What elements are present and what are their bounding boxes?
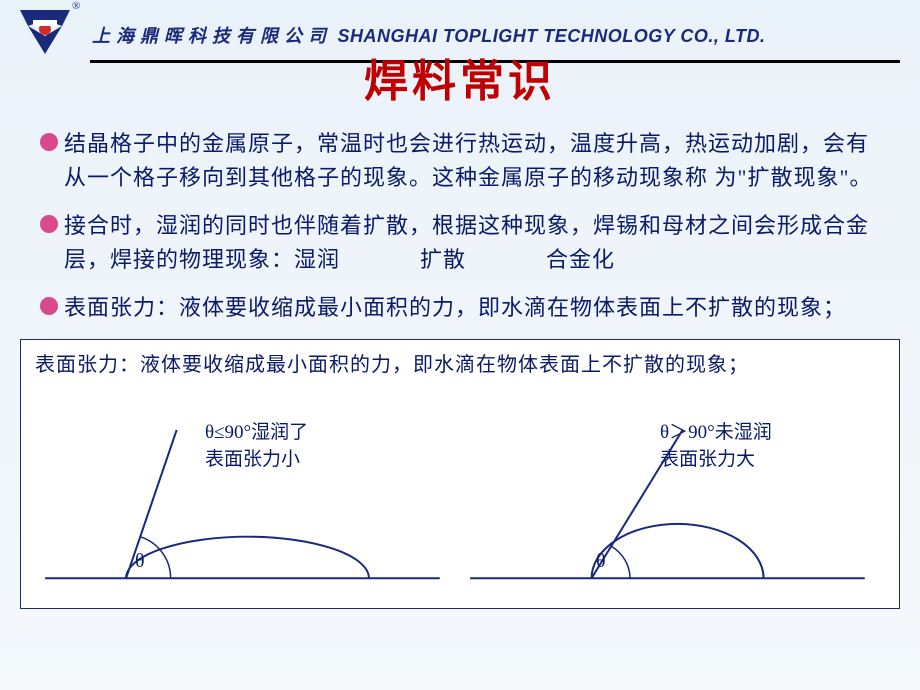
phys-term: 扩散 [420, 247, 466, 272]
left-drawing [35, 420, 460, 598]
theta-label: θ [135, 550, 145, 573]
trademark-symbol: ® [72, 0, 80, 12]
phys-term: 合金化 [546, 247, 615, 272]
bullet-item: 结晶格子中的金属原子，常温时也会进行热运动，温度升高，热运动加剧，会有从一个格子… [40, 127, 880, 195]
bullet-icon [40, 215, 58, 233]
company-name-en: SHANGHAI TOPLIGHT TECHNOLOGY CO., LTD. [338, 26, 766, 46]
phys-term: 湿润 [294, 247, 340, 272]
diagram-caption: 表面张力：液体要收缩成最小面积的力，即水滴在物体表面上不扩散的现象； [35, 350, 885, 380]
diagram-pair: θ≤90°湿润了 表面张力小 θ θ＞90°未湿润 表面张力大 [35, 420, 885, 598]
theta-label: θ [596, 550, 606, 573]
company-name: 上 海 鼎 晖 科 技 有 限 公 司 SHANGHAI TOPLIGHT TE… [92, 22, 766, 48]
bullet-text: 接合时，湿润的同时也伴随着扩散，根据这种现象，焊锡和母材之间会形成合金层，焊接的… [64, 209, 880, 277]
bullet-lead: 接合时，湿润的同时也伴随着扩散，根据这种现象，焊锡和母材之间会形成合金层，焊接的… [64, 213, 869, 272]
bullet-item: 表面张力：液体要收缩成最小面积的力，即水滴在物体表面上不扩散的现象； [40, 291, 880, 325]
content-area: 结晶格子中的金属原子，常温时也会进行热运动，温度升高，热运动加剧，会有从一个格子… [0, 109, 920, 325]
bullet-icon [40, 297, 58, 315]
diagram-right: θ＞90°未湿润 表面张力大 θ [460, 420, 885, 598]
company-logo-icon [10, 6, 80, 58]
diagram-left: θ≤90°湿润了 表面张力小 θ [35, 420, 460, 598]
bullet-item: 接合时，湿润的同时也伴随着扩散，根据这种现象，焊锡和母材之间会形成合金层，焊接的… [40, 209, 880, 277]
bullet-icon [40, 133, 58, 151]
diagram-box: 表面张力：液体要收缩成最小面积的力，即水滴在物体表面上不扩散的现象； θ≤90°… [20, 339, 900, 609]
right-drawing [460, 420, 885, 598]
header: 上 海 鼎 晖 科 技 有 限 公 司 SHANGHAI TOPLIGHT TE… [0, 0, 920, 58]
bullet-text: 表面张力：液体要收缩成最小面积的力，即水滴在物体表面上不扩散的现象； [64, 291, 846, 325]
company-name-cn: 上 海 鼎 晖 科 技 有 限 公 司 [92, 26, 327, 46]
bullet-text: 结晶格子中的金属原子，常温时也会进行热运动，温度升高，热运动加剧，会有从一个格子… [64, 127, 880, 195]
